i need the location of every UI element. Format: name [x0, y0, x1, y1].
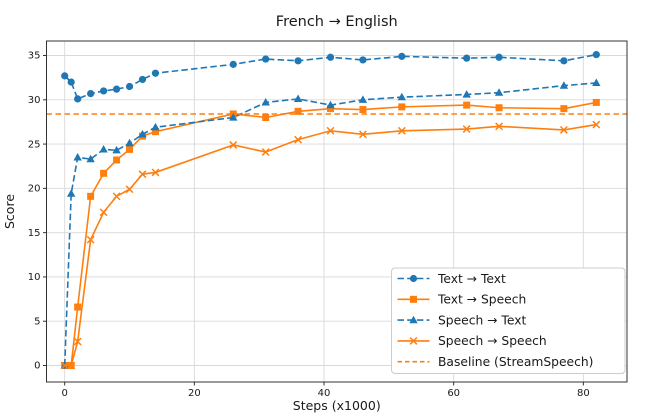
x-tick-label: 80 [577, 388, 590, 399]
legend-label: Text → Speech [437, 293, 526, 307]
series-markers [60, 120, 601, 370]
series-text-to-text [61, 51, 600, 103]
series-speech-to-speech [60, 120, 601, 370]
plot-border [46, 40, 628, 383]
y-tick-label: 20 [28, 184, 41, 195]
tick-labels: 0 20 40 60 80 0 5 10 15 20 25 30 35 [28, 51, 590, 399]
y-axis-label: Score [2, 194, 17, 229]
x-axis-label: Steps (x1000) [293, 398, 381, 413]
legend-label: Speech → Text [438, 313, 526, 327]
legend-circle-marker-icon [409, 274, 418, 283]
y-tick-label: 15 [28, 228, 41, 239]
x-tick-label: 40 [318, 388, 331, 399]
x-tick-label: 60 [447, 388, 460, 399]
y-tick-label: 5 [34, 316, 40, 327]
y-tick-label: 35 [28, 51, 41, 62]
chart-title: French → English [276, 14, 398, 30]
x-tick-label: 0 [62, 388, 68, 399]
legend-label: Speech → Speech [438, 334, 547, 348]
legend-label: Text → Text [437, 272, 506, 286]
y-tick-label: 25 [28, 139, 41, 150]
legend-x-marker-icon [409, 336, 418, 345]
x-tick-label: 20 [188, 388, 201, 399]
legend-label: Baseline (StreamSpeech) [438, 355, 593, 369]
legend-box [391, 267, 626, 374]
y-tick-label: 0 [34, 361, 40, 372]
axis-ticks [43, 55, 584, 386]
y-tick-label: 30 [28, 95, 41, 106]
legend-triangle-marker-icon [409, 315, 418, 324]
grid-lines [46, 41, 627, 382]
series-markers [61, 51, 600, 103]
legend-square-marker-icon [410, 295, 417, 303]
y-tick-label: 10 [28, 272, 41, 283]
legend: Text → Text Text → Speech Speech → Text Spe… [391, 267, 626, 374]
